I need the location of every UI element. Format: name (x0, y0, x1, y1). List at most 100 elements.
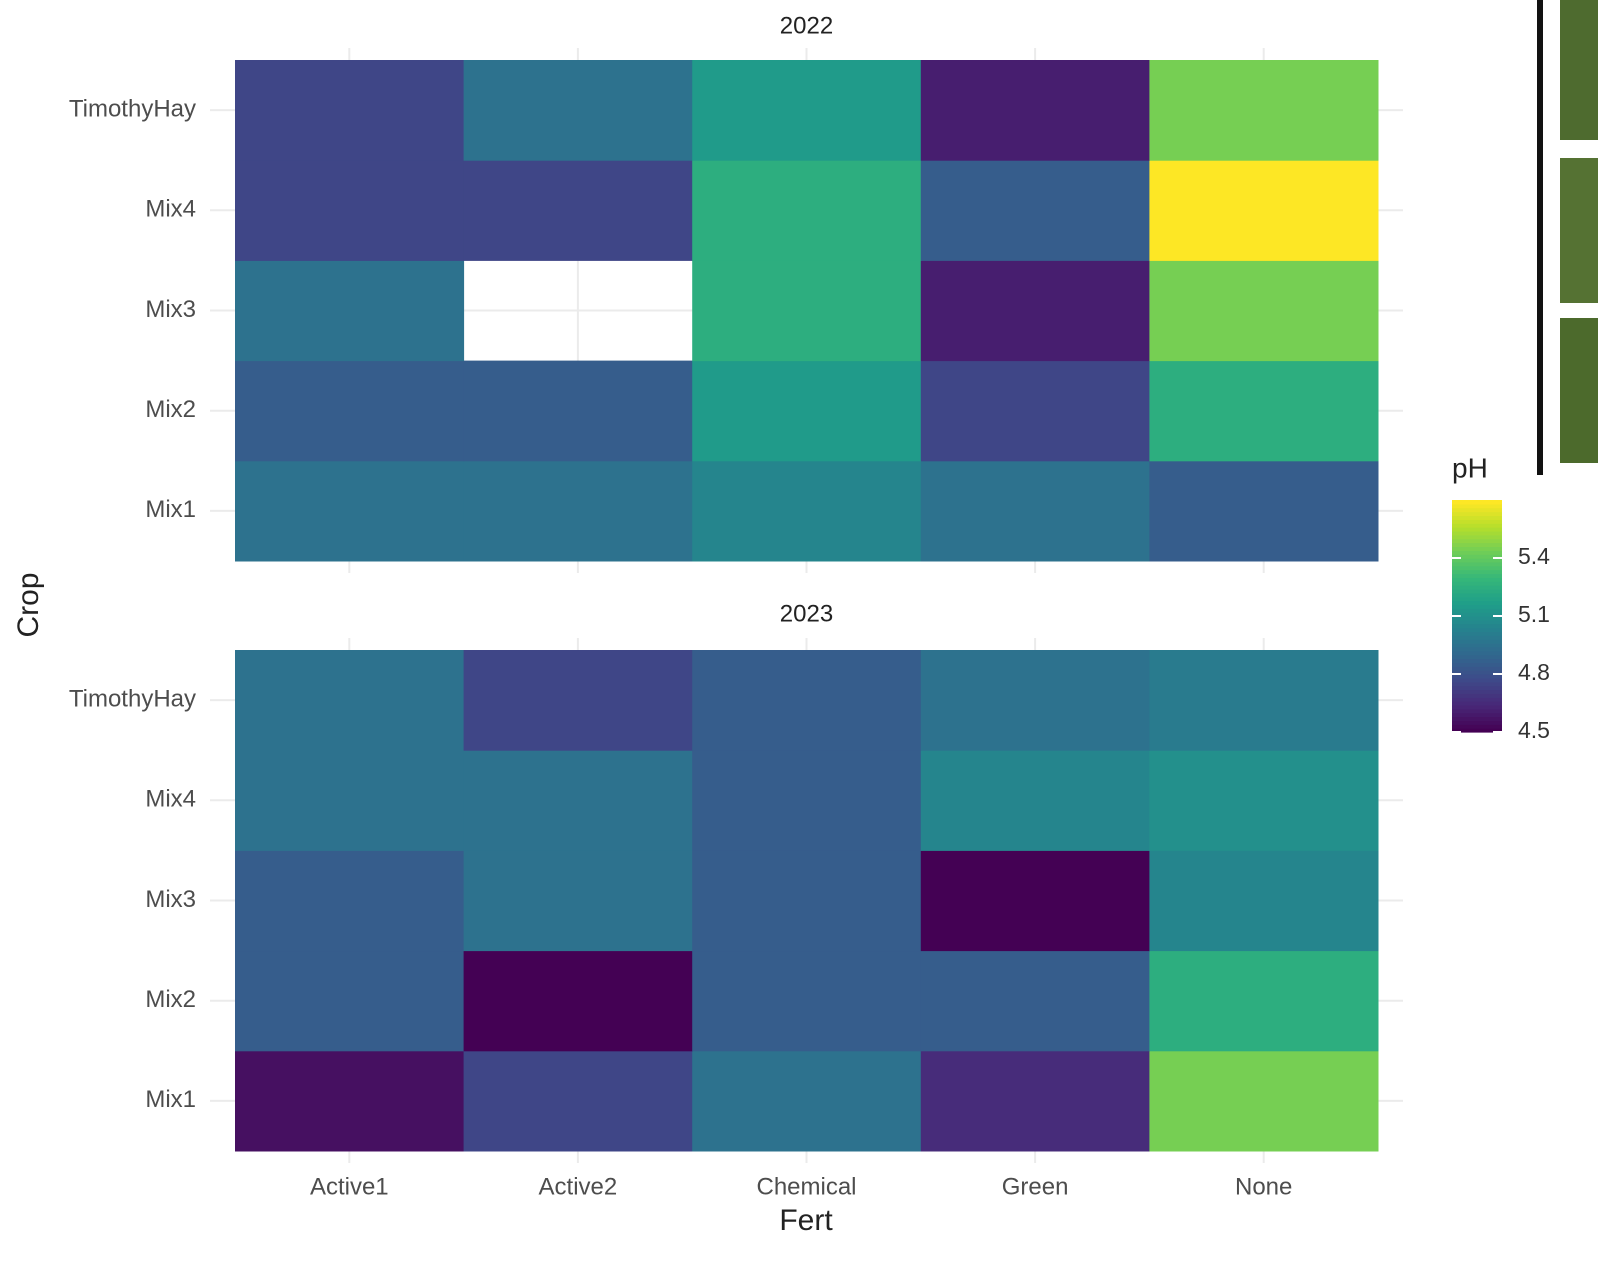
colorbar-step (1452, 704, 1502, 710)
heat-cell (463, 60, 693, 161)
x-tick-label: Green (1002, 1173, 1069, 1200)
heat-cell (463, 460, 693, 562)
colorbar-step (1452, 534, 1502, 540)
heat-cell (235, 260, 465, 362)
heat-cell (1149, 1050, 1379, 1152)
colorbar-step (1452, 728, 1502, 733)
colorbar-step (1452, 577, 1502, 582)
colorbar-step (1452, 604, 1502, 609)
colorbar-step (1452, 623, 1502, 629)
heat-cell (1149, 60, 1379, 161)
y-tick-label: Mix1 (145, 1086, 196, 1113)
colorbar-step (1452, 662, 1502, 667)
side-image (1560, 318, 1598, 463)
heat-cell (463, 160, 693, 261)
y-tick-label: TimothyHay (69, 95, 196, 122)
heat-cell (463, 1050, 693, 1152)
side-image (1560, 0, 1598, 140)
heat-cell (1149, 260, 1379, 362)
heat-cell (463, 650, 693, 751)
colorbar-step (1452, 635, 1502, 640)
colorbar-step (1452, 616, 1502, 621)
colorbar-step (1452, 523, 1502, 528)
x-tick-label: None (1235, 1173, 1292, 1200)
colorbar-step (1452, 573, 1502, 578)
colorbar-step (1452, 689, 1502, 694)
heat-cell (1149, 360, 1379, 462)
colorbar-step (1452, 654, 1502, 660)
y-tick-label: TimothyHay (69, 685, 196, 712)
heat-cell (1149, 160, 1379, 261)
heat-cell (692, 950, 922, 1052)
colorbar-step (1452, 670, 1502, 675)
heat-cell (920, 460, 1150, 562)
y-tick-label: Mix2 (145, 396, 196, 423)
heat-cell (235, 160, 465, 261)
y-tick-label: Mix1 (145, 496, 196, 523)
heat-cell (235, 460, 465, 562)
x-tick-label: Active2 (539, 1173, 618, 1200)
colorbar-step (1452, 681, 1502, 687)
colorbar-step (1452, 716, 1502, 721)
colorbar-step (1452, 503, 1502, 509)
heat-cell (692, 160, 922, 261)
heat-cell (692, 650, 922, 751)
colorbar-step (1452, 538, 1502, 544)
y-tick-label: Mix3 (145, 296, 196, 323)
colorbar-step (1452, 600, 1502, 605)
colorbar-step (1452, 619, 1502, 625)
heat-cell (1149, 650, 1379, 751)
heat-cell (920, 160, 1150, 261)
heat-cell (920, 360, 1150, 462)
colorbar-step (1452, 697, 1502, 702)
heat-cell (920, 260, 1150, 362)
colorbar-step (1452, 592, 1502, 598)
colorbar-step (1452, 612, 1502, 617)
colorbar-step (1452, 515, 1502, 520)
colorbar-step (1452, 674, 1502, 679)
colorbar-step (1452, 554, 1502, 559)
heat-cell (235, 650, 465, 751)
x-tick-label: Active1 (310, 1173, 389, 1200)
colorbar-tick-label: 4.8 (1518, 659, 1550, 685)
colorbar-step (1452, 650, 1502, 656)
colorbar-step (1452, 561, 1502, 567)
colorbar-step (1452, 693, 1502, 698)
heat-cell (235, 850, 465, 952)
heat-cell (692, 750, 922, 851)
heat-cell (235, 1050, 465, 1152)
colorbar-step (1452, 596, 1502, 602)
colorbar-step (1452, 530, 1502, 536)
heat-cell (692, 460, 922, 562)
heat-cell (1149, 460, 1379, 562)
colorbar-step (1452, 658, 1502, 663)
colorbar-step (1452, 569, 1502, 575)
colorbar-step (1452, 565, 1502, 571)
colorbar-step (1452, 550, 1502, 555)
heat-cell (463, 950, 693, 1052)
heat-cell (692, 1050, 922, 1152)
colorbar-step (1452, 677, 1502, 683)
heat-cell (920, 1050, 1150, 1152)
side-image-border (1537, 0, 1543, 475)
x-tick-label: Chemical (756, 1173, 856, 1200)
heat-cell (463, 750, 693, 851)
colorbar-step (1452, 511, 1502, 517)
heat-cell (235, 60, 465, 161)
heat-cell (1149, 750, 1379, 851)
colorbar-step (1452, 666, 1502, 671)
heat-cell (692, 360, 922, 462)
colorbar-step (1452, 685, 1502, 691)
y-axis-title: Crop (12, 572, 45, 637)
y-tick-label: Mix2 (145, 986, 196, 1013)
colorbar-step (1452, 585, 1502, 590)
heat-cell (692, 60, 922, 161)
legend-title: pH (1452, 452, 1488, 483)
colorbar-step (1452, 701, 1502, 706)
heat-cell (1149, 950, 1379, 1052)
heat-cell (920, 850, 1150, 952)
colorbar-step (1452, 588, 1502, 594)
heat-cell (692, 260, 922, 362)
